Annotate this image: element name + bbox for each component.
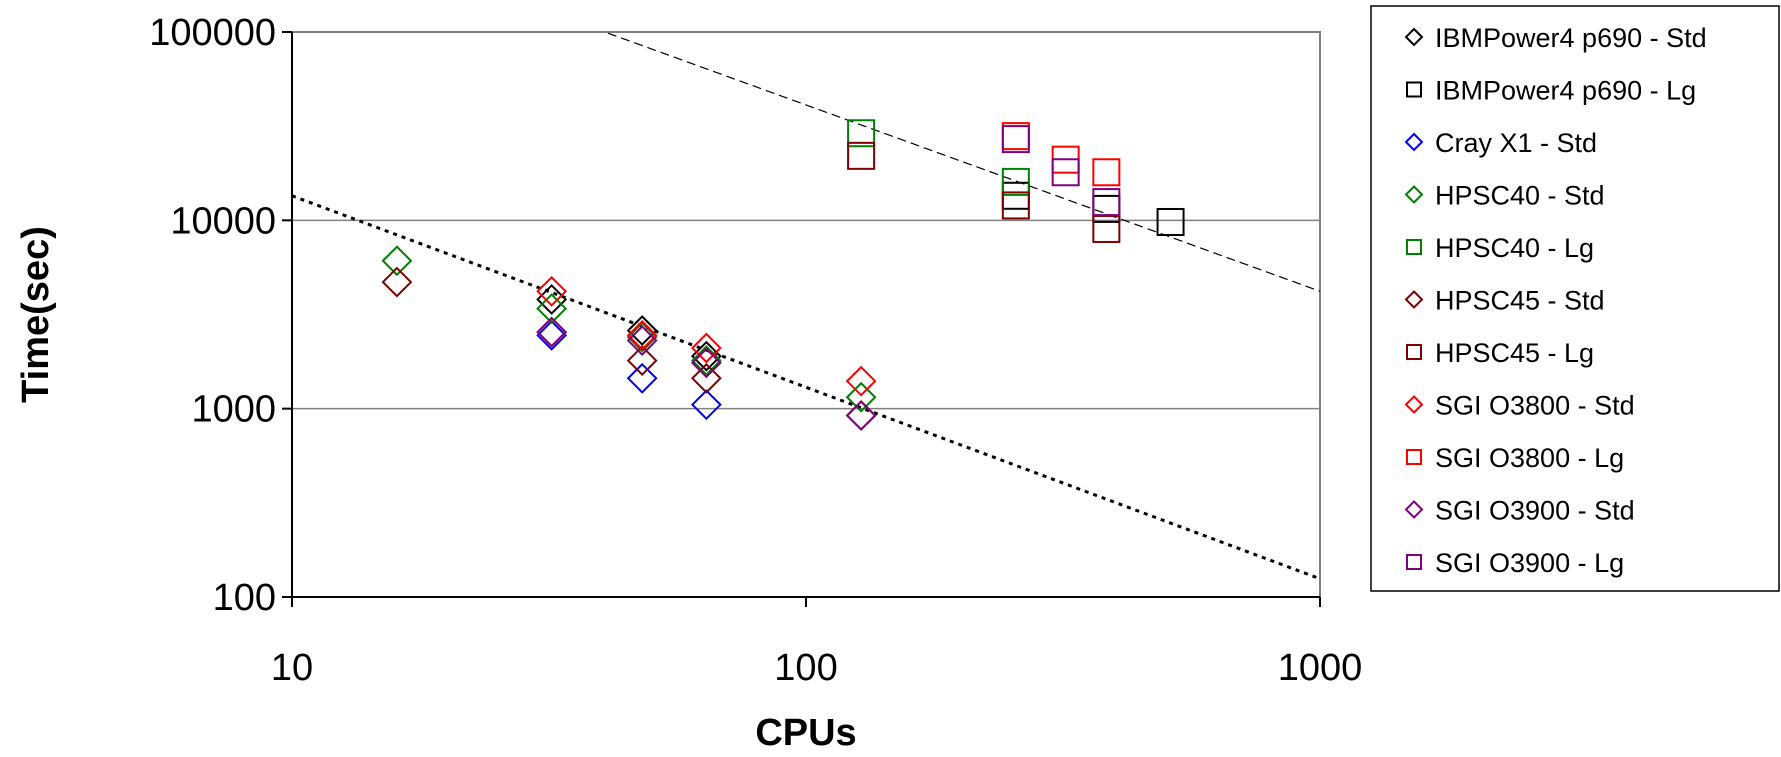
dotted-trend-line bbox=[292, 194, 1320, 581]
data-point bbox=[690, 389, 722, 421]
legend-label: SGI O3800 - Lg bbox=[1435, 443, 1624, 473]
data-point bbox=[1092, 188, 1121, 217]
legend-marker bbox=[1406, 449, 1422, 465]
data-point bbox=[536, 316, 568, 348]
legend-label: SGI O3800 - Std bbox=[1435, 391, 1635, 421]
legend-label: HPSC45 - Std bbox=[1435, 286, 1605, 316]
data-point bbox=[847, 141, 876, 170]
legend-marker bbox=[1406, 239, 1422, 255]
y-tick-label: 100 bbox=[213, 577, 276, 619]
x-axis-title: CPUs bbox=[755, 712, 856, 754]
data-point bbox=[536, 319, 568, 351]
legend-marker bbox=[1404, 132, 1424, 152]
data-point bbox=[626, 362, 658, 394]
tick-labels: 100 1000 10000 100000 10 100 1000 bbox=[149, 12, 1362, 689]
data-point bbox=[381, 245, 413, 277]
legend-marker bbox=[1404, 185, 1424, 204]
data-point bbox=[1156, 207, 1185, 236]
data-point bbox=[626, 315, 658, 346]
legend-label: HPSC45 - Lg bbox=[1435, 338, 1594, 368]
x-tick-label: 1000 bbox=[1278, 647, 1363, 689]
legend-box bbox=[1370, 5, 1780, 592]
y-axis-title: Time(sec) bbox=[15, 226, 57, 403]
legend-label: SGI O3900 - Std bbox=[1435, 496, 1635, 526]
legend-label: HPSC40 - Std bbox=[1435, 181, 1605, 211]
data-point bbox=[847, 119, 876, 148]
data-markers bbox=[381, 119, 1185, 431]
data-point bbox=[626, 345, 658, 377]
plot-area bbox=[291, 31, 1321, 598]
data-point bbox=[1001, 167, 1030, 196]
legend-label: HPSC40 - Lg bbox=[1435, 233, 1594, 263]
data-point bbox=[626, 319, 658, 351]
legend-marker bbox=[1406, 81, 1422, 98]
data-point bbox=[626, 325, 658, 356]
data-point bbox=[690, 332, 722, 364]
y-tick-label: 1000 bbox=[191, 389, 276, 431]
data-point bbox=[845, 365, 877, 397]
legend-marker bbox=[1406, 554, 1422, 570]
dashed-trend-line bbox=[603, 32, 1320, 292]
y-tick-label: 10000 bbox=[170, 200, 276, 242]
data-point bbox=[536, 293, 568, 324]
legend-marker bbox=[1406, 344, 1422, 360]
data-point bbox=[1051, 158, 1080, 187]
data-point bbox=[1001, 191, 1030, 220]
legend-marker bbox=[1404, 395, 1424, 414]
x-tick-label: 100 bbox=[774, 647, 837, 689]
data-point bbox=[845, 400, 877, 431]
trend-lines bbox=[292, 32, 1320, 581]
legend: IBMPower4 p690 - Std IBMPower4 p690 - Lg C… bbox=[1370, 5, 1780, 592]
axes bbox=[282, 31, 1321, 607]
data-point bbox=[626, 321, 658, 353]
data-point bbox=[1001, 125, 1030, 154]
data-point bbox=[536, 275, 568, 307]
data-point bbox=[536, 284, 568, 315]
data-point bbox=[690, 362, 722, 394]
data-point bbox=[1092, 158, 1121, 187]
legend-label: IBMPower4 p690 - Lg bbox=[1435, 76, 1696, 106]
legend-label: Cray X1 - Std bbox=[1435, 128, 1597, 158]
data-point bbox=[1092, 194, 1121, 223]
data-point bbox=[845, 381, 877, 413]
legend-marker bbox=[1404, 290, 1424, 309]
legend-marker bbox=[1404, 500, 1424, 519]
data-point bbox=[381, 266, 413, 298]
legend-label: SGI O3900 - Lg bbox=[1435, 548, 1624, 578]
data-point bbox=[690, 345, 722, 377]
legend-marker bbox=[1404, 27, 1424, 47]
x-tick-label: 10 bbox=[271, 647, 313, 689]
legend-label: IBMPower4 p690 - Std bbox=[1435, 23, 1707, 53]
data-point bbox=[690, 347, 722, 379]
y-tick-label: 100000 bbox=[149, 12, 276, 54]
grid-lines bbox=[292, 31, 1320, 598]
